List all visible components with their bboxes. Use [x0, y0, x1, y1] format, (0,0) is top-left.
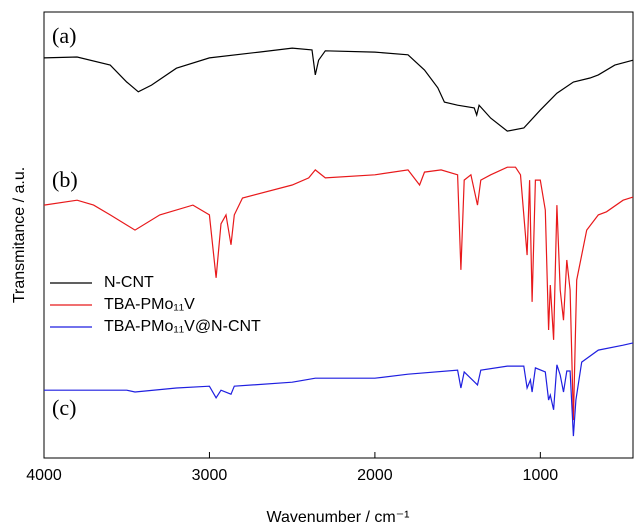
annotation: (b)	[52, 167, 78, 192]
legend-label: TBA-PMo₁₁V	[104, 296, 195, 313]
y-axis-label: Transmitance / a.u.	[11, 167, 28, 303]
annotation: (c)	[52, 395, 76, 420]
x-tick-label: 1000	[523, 467, 559, 484]
legend-label: N-CNT	[104, 274, 154, 291]
x-tick-label: 2000	[357, 467, 393, 484]
spectrum-line	[43, 166, 634, 421]
x-axis-label: Wavenumber / cm⁻¹	[267, 509, 410, 526]
legend-label: TBA-PMo₁₁V@N-CNT	[104, 318, 261, 335]
spectrum-line	[43, 47, 634, 132]
spectrum-line	[44, 342, 634, 437]
x-tick-label: 4000	[26, 467, 62, 484]
annotation: (a)	[52, 23, 76, 48]
x-tick-label: 3000	[192, 467, 228, 484]
plot-frame	[43, 11, 634, 459]
